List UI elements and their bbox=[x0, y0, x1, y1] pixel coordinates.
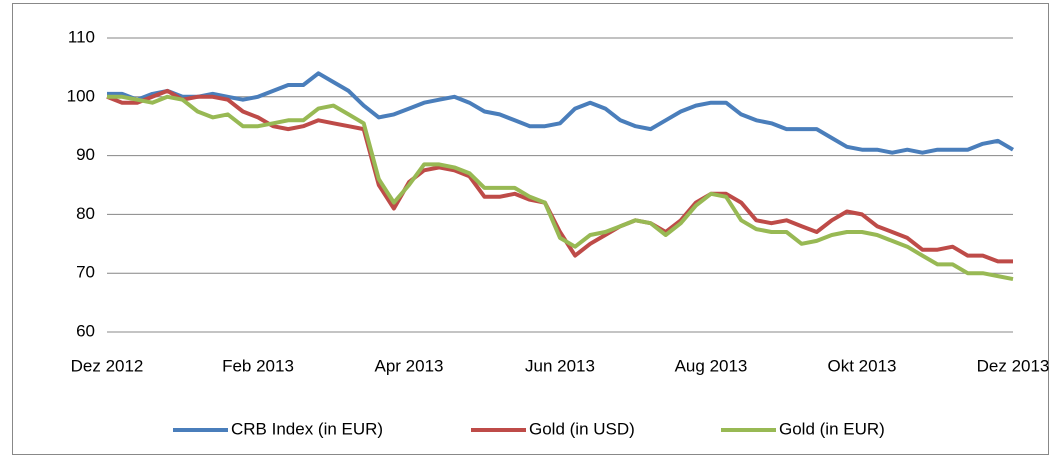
y-tick-label: 100 bbox=[67, 86, 95, 105]
legend-label: Gold (in USD) bbox=[529, 419, 635, 438]
x-tick-label: Jun 2013 bbox=[525, 356, 595, 375]
legend-label: CRB Index (in EUR) bbox=[231, 419, 383, 438]
y-tick-label: 70 bbox=[76, 263, 95, 282]
x-tick-label: Aug 2013 bbox=[675, 356, 748, 375]
x-tick-label: Dez 2012 bbox=[71, 356, 144, 375]
y-tick-label: 60 bbox=[76, 321, 95, 340]
series-line bbox=[107, 71, 1015, 155]
legend-label: Gold (in EUR) bbox=[779, 419, 885, 438]
x-tick-label: Feb 2013 bbox=[222, 356, 294, 375]
y-tick-label: 80 bbox=[76, 204, 95, 223]
x-tick-label: Apr 2013 bbox=[375, 356, 444, 375]
x-tick-label: Okt 2013 bbox=[828, 356, 897, 375]
chart-border bbox=[12, 3, 1049, 455]
series-line bbox=[106, 88, 1013, 264]
y-tick-label: 110 bbox=[68, 27, 95, 46]
series-line bbox=[107, 94, 1014, 282]
x-tick-label: Dez 2013 bbox=[977, 356, 1050, 375]
y-tick-label: 90 bbox=[76, 145, 95, 164]
